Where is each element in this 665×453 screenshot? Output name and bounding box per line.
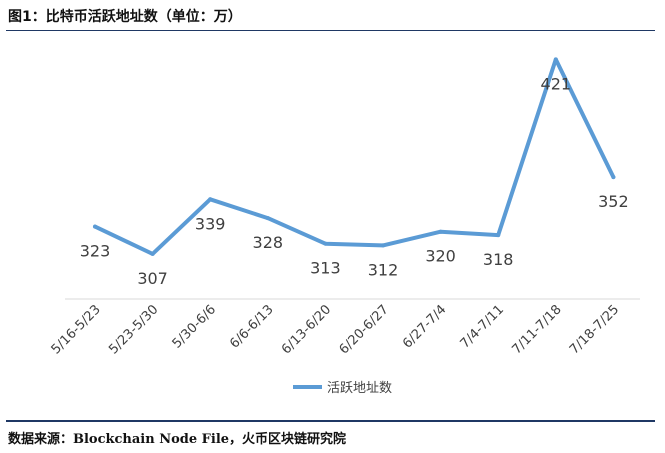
data-point [611, 175, 616, 180]
chart-title: 图1：比特币活跃地址数（单位：万） [8, 9, 242, 25]
data-point [265, 216, 270, 221]
series-line [93, 57, 616, 256]
x-tick-label: 5/30-6/6 [170, 302, 219, 351]
x-tick-label: 7/18-7/25 [567, 302, 622, 357]
data-point [438, 229, 443, 234]
x-tick-label: 6/20-6/27 [337, 302, 392, 357]
data-label: 421 [541, 74, 572, 93]
data-point [323, 241, 328, 246]
data-point [150, 251, 155, 256]
data-label: 352 [598, 192, 629, 211]
series-layer [93, 57, 616, 256]
data-label: 323 [80, 242, 111, 261]
x-tick-label: 5/16-5/23 [49, 302, 104, 357]
data-label: 312 [368, 260, 399, 279]
x-tick-label: 6/27-7/4 [400, 302, 449, 351]
source-note: 数据来源：Blockchain Node File，火币区块链研究院 [8, 432, 347, 447]
data-label: 313 [310, 259, 341, 278]
x-tick-label: 5/23-5/30 [106, 302, 161, 357]
data-label: 339 [195, 214, 226, 233]
x-tick-labels: 5/16-5/23 5/23-5/30 5/30-6/6 6/6-6/13 6/13-6… [49, 302, 623, 357]
data-point [93, 224, 97, 229]
data-label: 328 [253, 233, 284, 252]
bottom-rule [6, 420, 655, 422]
x-tick-label: 6/6-6/13 [227, 302, 276, 351]
data-point [381, 243, 385, 248]
data-labels: 323 307 339 328 313 312 320 318 421 352 [80, 74, 629, 288]
x-tick-label: 6/13-6/20 [279, 302, 334, 357]
x-tick-label: 7/4-7/11 [458, 302, 507, 351]
data-point [496, 233, 501, 238]
data-label: 307 [137, 269, 168, 288]
x-tick-label: 7/11-7/18 [509, 302, 564, 357]
data-point [208, 197, 213, 202]
data-label: 318 [483, 250, 514, 269]
legend: 活跃地址数 [293, 381, 392, 396]
data-label: 320 [425, 247, 456, 266]
data-point [553, 57, 558, 62]
legend-label: 活跃地址数 [327, 381, 392, 396]
top-rule [6, 30, 655, 31]
